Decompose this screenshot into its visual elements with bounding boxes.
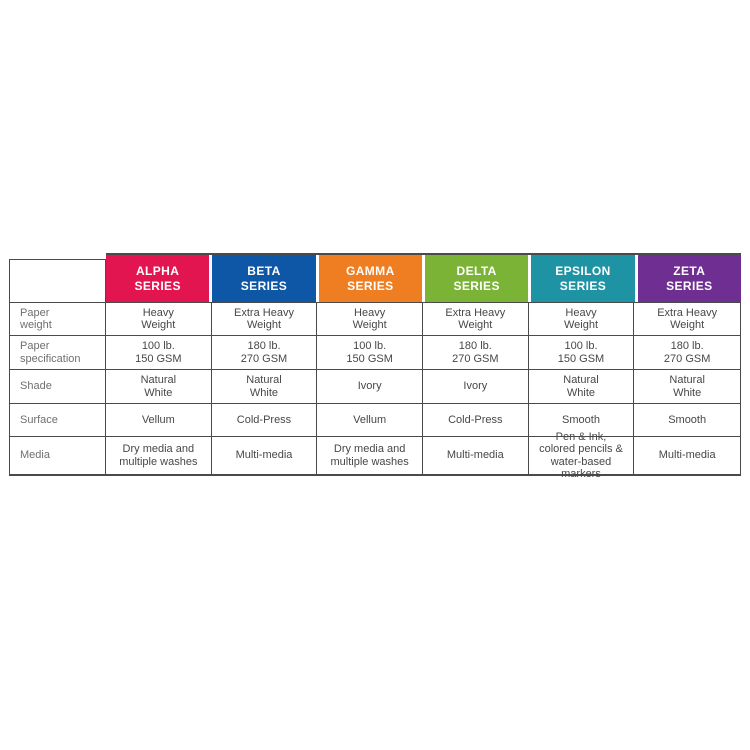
row-label-paper-specification: Paper specification: [10, 336, 106, 370]
cell-paper-specification-epsilon: 100 lb. 150 GSM: [528, 336, 635, 370]
cell-media-zeta: Multi-media: [658, 449, 716, 462]
column-header-zeta-series: ZETA SERIES: [637, 255, 741, 302]
cell-paper-weight-beta: Extra Heavy Weight: [211, 303, 318, 336]
row-label-media: Media: [10, 437, 106, 474]
cell-paper-weight-delta: Extra Heavy Weight: [422, 303, 529, 336]
cell-paper-specification-gamma: 100 lb. 150 GSM: [317, 336, 423, 370]
column-header-beta-series: BETA SERIES: [212, 255, 316, 302]
column-header-gamma-series: GAMMA SERIES: [318, 255, 422, 302]
paper-series-comparison-table: ALPHA SERIES BETA SERIES GAMMA SERIES DE…: [9, 253, 741, 480]
cell-paper-specification-alpha: 100 lb. 150 GSM: [106, 336, 212, 370]
cell-surface-delta: Cold-Press: [422, 404, 529, 437]
table-header-strip: ALPHA SERIES BETA SERIES GAMMA SERIES DE…: [106, 253, 741, 302]
cell-shade-beta: Natural White: [211, 370, 318, 404]
cell-media-delta: Multi-media: [423, 437, 529, 474]
cell-surface-beta: Cold-Press: [211, 404, 318, 437]
cell-paper-weight-zeta: Extra Heavy Weight: [634, 303, 740, 336]
column-header-alpha-series: ALPHA SERIES: [106, 255, 210, 302]
row-label-surface: Surface: [10, 404, 106, 437]
cell-surface-zeta: Smooth: [634, 404, 740, 437]
cell-shade-epsilon: Natural White: [528, 370, 635, 404]
table-corner-cell: [9, 259, 106, 302]
cell-paper-specification-beta: 180 lb. 270 GSM: [211, 336, 318, 370]
cell-paper-specification-delta: 180 lb. 270 GSM: [422, 336, 529, 370]
table-header-row: ALPHA SERIES BETA SERIES GAMMA SERIES DE…: [9, 253, 741, 302]
column-header-epsilon-series: EPSILON SERIES: [531, 255, 635, 302]
cell-media-gamma: Dry media and multiple washes: [317, 437, 423, 474]
cell-surface-epsilon: Smooth: [528, 404, 635, 437]
column-header-delta-series: DELTA SERIES: [424, 255, 529, 302]
cell-shade-delta: Ivory: [422, 370, 529, 404]
cell-paper-specification-zeta: 180 lb. 270 GSM: [634, 336, 740, 370]
cell-paper-weight-alpha: Heavy Weight: [106, 303, 212, 336]
row-label-shade: Shade: [10, 370, 106, 404]
cell-media-alpha: Dry media and multiple washes: [106, 437, 212, 474]
cell-shade-zeta: Natural White: [634, 370, 740, 404]
cell-surface-alpha: Vellum: [106, 404, 212, 437]
row-label-paper-weight: Paper weight: [10, 303, 106, 336]
cell-media-beta: Multi-media: [212, 437, 318, 474]
cell-shade-gamma: Ivory: [317, 370, 423, 404]
cell-paper-weight-epsilon: Heavy Weight: [528, 303, 635, 336]
cell-paper-weight-gamma: Heavy Weight: [317, 303, 423, 336]
cell-shade-alpha: Natural White: [106, 370, 212, 404]
cell-surface-gamma: Vellum: [317, 404, 423, 437]
table-body: Paper weight Heavy Weight Extra Heavy We…: [9, 302, 741, 480]
cell-media-epsilon: Pen & Ink, colored pencils & water-based…: [529, 431, 635, 480]
